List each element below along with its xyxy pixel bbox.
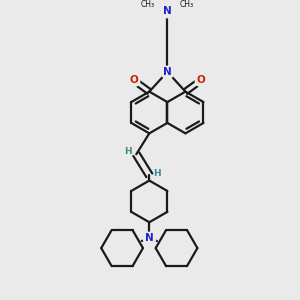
- Text: O: O: [197, 75, 206, 85]
- Text: O: O: [129, 75, 138, 85]
- Text: N: N: [163, 6, 172, 16]
- Text: H: H: [154, 169, 161, 178]
- Text: H: H: [124, 147, 132, 156]
- Text: CH₃: CH₃: [180, 0, 194, 9]
- Text: N: N: [145, 233, 154, 243]
- Text: N: N: [163, 67, 172, 77]
- Text: CH₃: CH₃: [141, 0, 155, 9]
